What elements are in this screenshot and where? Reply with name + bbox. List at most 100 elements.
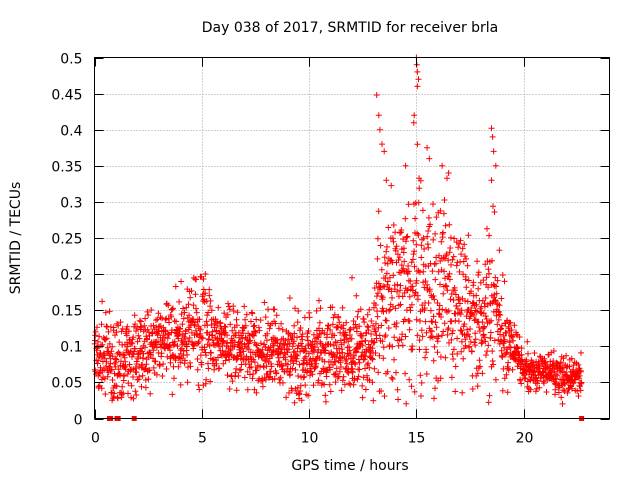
data-point bbox=[96, 333, 103, 340]
data-point bbox=[569, 380, 576, 387]
data-point bbox=[541, 380, 547, 387]
data-point bbox=[389, 376, 396, 382]
data-point bbox=[451, 287, 458, 294]
data-point bbox=[335, 314, 342, 321]
data-point bbox=[452, 291, 459, 298]
data-point bbox=[427, 221, 434, 228]
data-point bbox=[468, 311, 475, 318]
data-point bbox=[531, 350, 538, 356]
data-point bbox=[315, 346, 322, 353]
data-point bbox=[364, 323, 371, 330]
data-point bbox=[179, 321, 186, 328]
data-point bbox=[95, 357, 102, 364]
data-point bbox=[374, 255, 381, 262]
data-point bbox=[229, 378, 236, 385]
data-point bbox=[224, 372, 231, 379]
data-point bbox=[278, 320, 285, 327]
data-point bbox=[467, 326, 474, 332]
data-point bbox=[435, 333, 442, 340]
data-point bbox=[399, 331, 406, 338]
data-point bbox=[310, 382, 317, 389]
data-point bbox=[397, 301, 404, 308]
y-tick-label: 0 bbox=[74, 413, 83, 429]
data-point bbox=[404, 233, 411, 240]
data-point bbox=[137, 318, 144, 325]
data-point bbox=[448, 374, 455, 381]
data-point bbox=[182, 357, 188, 364]
data-point bbox=[509, 366, 516, 373]
data-point bbox=[493, 283, 500, 290]
data-point bbox=[484, 225, 490, 232]
data-point bbox=[259, 346, 266, 353]
data-point bbox=[317, 305, 324, 312]
data-point bbox=[489, 133, 496, 140]
data-point bbox=[193, 305, 199, 312]
data-point bbox=[131, 312, 138, 319]
data-point bbox=[133, 328, 139, 334]
data-point bbox=[374, 313, 381, 320]
data-point bbox=[105, 328, 112, 335]
data-point bbox=[252, 329, 259, 336]
data-point bbox=[425, 244, 432, 251]
data-point bbox=[271, 306, 278, 313]
data-point bbox=[390, 272, 397, 279]
data-point bbox=[177, 325, 184, 332]
data-point bbox=[188, 287, 195, 294]
data-point bbox=[162, 327, 168, 334]
data-point bbox=[389, 294, 395, 301]
data-point bbox=[148, 307, 155, 313]
data-point bbox=[301, 373, 308, 380]
data-point bbox=[441, 197, 448, 203]
data-point bbox=[473, 308, 480, 315]
x-tick-label: 15 bbox=[408, 431, 426, 447]
data-point bbox=[508, 327, 515, 333]
data-point bbox=[253, 389, 260, 396]
data-point bbox=[437, 207, 444, 214]
data-point bbox=[154, 316, 161, 323]
data-point bbox=[379, 305, 386, 312]
data-point bbox=[430, 201, 436, 208]
data-point bbox=[294, 352, 301, 359]
data-point bbox=[103, 335, 110, 342]
data-point bbox=[225, 300, 232, 307]
data-point bbox=[124, 323, 131, 330]
data-point bbox=[224, 311, 231, 318]
data-point bbox=[349, 369, 356, 376]
data-point bbox=[297, 325, 304, 331]
data-point bbox=[497, 326, 504, 333]
data-point bbox=[499, 272, 506, 278]
data-point bbox=[445, 307, 452, 314]
data-point bbox=[356, 359, 363, 366]
data-point bbox=[379, 294, 386, 301]
data-point bbox=[392, 305, 399, 312]
data-point bbox=[398, 227, 405, 233]
data-point bbox=[397, 230, 403, 236]
data-point bbox=[472, 336, 479, 343]
data-point bbox=[222, 357, 229, 364]
x-axis-label: GPS time / hours bbox=[291, 458, 408, 474]
data-point bbox=[396, 254, 403, 261]
data-point bbox=[233, 387, 240, 394]
data-point bbox=[375, 290, 381, 297]
data-point bbox=[442, 282, 449, 289]
data-point bbox=[139, 361, 146, 368]
data-point bbox=[342, 329, 349, 336]
data-point bbox=[416, 346, 423, 353]
data-point bbox=[205, 365, 212, 372]
data-point bbox=[423, 371, 430, 377]
data-point bbox=[561, 381, 568, 388]
data-point bbox=[359, 332, 366, 339]
x-tick-label: 20 bbox=[516, 431, 534, 447]
data-point bbox=[499, 322, 505, 329]
data-point bbox=[495, 316, 502, 323]
data-point bbox=[536, 384, 543, 391]
data-point bbox=[293, 355, 300, 362]
data-point bbox=[169, 306, 176, 313]
data-point bbox=[383, 248, 390, 255]
data-point bbox=[405, 268, 412, 275]
data-point bbox=[525, 350, 531, 357]
data-point bbox=[414, 83, 421, 90]
data-point bbox=[370, 339, 377, 346]
data-point bbox=[424, 233, 431, 240]
data-point bbox=[388, 374, 395, 381]
